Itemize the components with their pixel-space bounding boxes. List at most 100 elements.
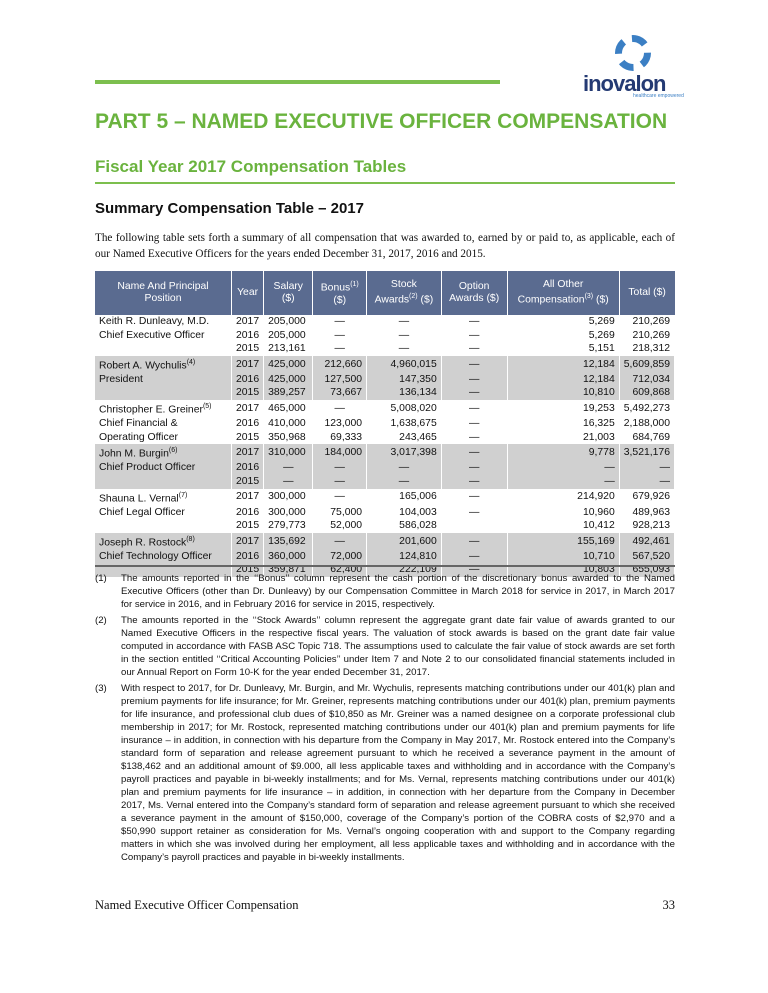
table-cell: 10,412 xyxy=(507,519,620,533)
logo-ring-icon xyxy=(615,35,651,71)
table-cell: — xyxy=(366,315,442,329)
table-cell: 135,692 xyxy=(263,532,314,550)
table-cell: 2017 xyxy=(231,355,265,373)
table-cell: 2016 xyxy=(231,505,265,520)
table-cell: 586,028 xyxy=(366,519,442,533)
table-cell: 389,257 xyxy=(263,386,314,401)
table-cell: 12,184 xyxy=(507,372,620,387)
table-cell: 210,269 xyxy=(619,315,676,329)
table-cell: 19,253 xyxy=(507,400,620,418)
column-header: Total ($) xyxy=(619,271,675,315)
table-cell: 201,600 xyxy=(366,532,442,550)
table-cell: 2017 xyxy=(231,315,265,329)
table-cell: — xyxy=(619,474,676,489)
table-cell: 2015 xyxy=(231,386,265,401)
table-cell: — xyxy=(441,549,508,564)
table-cell xyxy=(95,519,232,533)
page-title: PART 5 – NAMED EXECUTIVE OFFICER COMPENS… xyxy=(95,110,668,133)
page-number: 33 xyxy=(662,898,676,912)
table-cell: 712,034 xyxy=(619,372,676,387)
table-cell: 928,213 xyxy=(619,519,676,533)
table-cell: — xyxy=(441,488,508,506)
table-cell: 350,968 xyxy=(263,430,314,445)
table-cell: 16,325 xyxy=(507,417,620,431)
table-row: 2015— — — — — — xyxy=(95,474,676,489)
footnote: (1) The amounts reported in the ‘‘Bonus’’… xyxy=(95,572,675,611)
table-cell: 10,810 xyxy=(507,386,620,401)
table-cell: 10,960 xyxy=(507,505,620,520)
table-cell: 3,521,176 xyxy=(619,444,676,462)
table-cell: 213,161 xyxy=(263,342,314,356)
table-cell: 69,333 xyxy=(312,430,368,445)
table-cell: Chief Technology Officer xyxy=(95,549,232,564)
table-cell: Keith R. Dunleavy, M.D. xyxy=(95,315,232,329)
table-cell: 5,008,020 xyxy=(366,400,442,418)
table-cell: 184,000 xyxy=(312,444,368,462)
table-cell xyxy=(95,474,232,489)
table-cell: 5,269 xyxy=(507,328,620,343)
table-cell: 465,000 xyxy=(263,400,314,418)
column-header: Year xyxy=(231,271,265,315)
table-cell: 9,778 xyxy=(507,444,620,462)
table-cell: Chief Product Officer xyxy=(95,461,232,475)
footnote: (3) With respect to 2017, for Dr. Dunleav… xyxy=(95,682,675,864)
table-cell: 214,920 xyxy=(507,488,620,506)
table-cell xyxy=(95,386,232,401)
footnote-text: The amounts reported in the ‘‘Stock Awar… xyxy=(121,615,675,678)
table-cell: 205,000 xyxy=(263,328,314,343)
table-cell: 2017 xyxy=(231,444,265,462)
table-cell: 567,520 xyxy=(619,549,676,564)
inovalon-logo: inovalon healthcare empowered xyxy=(575,35,685,100)
table-cell: Chief Legal Officer xyxy=(95,505,232,520)
table-row: Joseph R. Rostock(8) 2017 135,692—201,600—… xyxy=(95,532,676,550)
table-cell: — xyxy=(441,417,508,431)
column-header: Stock Awards(2) ($) xyxy=(366,271,442,315)
table-cell: 279,773 xyxy=(263,519,314,533)
table-cell: — xyxy=(441,315,508,329)
intro-paragraph: The following table sets forth a summary… xyxy=(95,232,675,260)
column-header: Salary ($) xyxy=(263,271,314,315)
table-cell: — xyxy=(263,474,314,489)
table-cell: 12,184 xyxy=(507,355,620,373)
table-cell: Shauna L. Vernal(7) xyxy=(95,488,232,506)
table-cell: Joseph R. Rostock(8) xyxy=(95,532,232,550)
table-cell: — xyxy=(441,532,508,550)
table-cell: 21,003 xyxy=(507,430,620,445)
table-cell: 2017 xyxy=(231,400,265,418)
table-cell: 205,000 xyxy=(263,315,314,329)
table-cell: 218,312 xyxy=(619,342,676,356)
table-cell: 5,609,859 xyxy=(619,355,676,373)
table-cell: — xyxy=(441,461,508,475)
table-cell: — xyxy=(441,505,508,520)
table-cell: 1,638,675 xyxy=(366,417,442,431)
table-cell: — xyxy=(619,461,676,475)
table-row: John M. Burgin(6) 2017 310,000 184,000 3,017… xyxy=(95,444,676,462)
table-cell: — xyxy=(441,342,508,356)
table-cell: 489,963 xyxy=(619,505,676,520)
table-cell: — xyxy=(312,400,368,418)
table-cell: — xyxy=(441,474,508,489)
table-cell: — xyxy=(441,444,508,462)
table-cell: — xyxy=(366,461,442,475)
logo-wordmark: inovalon xyxy=(583,71,666,96)
table-cell: — xyxy=(441,386,508,401)
table-cell: 210,269 xyxy=(619,328,676,343)
table-cell: 136,134 xyxy=(366,386,442,401)
table-cell: 2016 xyxy=(231,417,265,431)
table-cell: — xyxy=(312,461,368,475)
table-cell: — xyxy=(312,328,368,343)
table-cell: — xyxy=(507,461,620,475)
table-cell: — xyxy=(312,488,368,506)
table-cell xyxy=(95,342,232,356)
table-cell: Christopher E. Greiner(5) xyxy=(95,400,232,418)
table-cell: 10,710 xyxy=(507,549,620,564)
table-cell: — xyxy=(366,474,442,489)
table-cell: 2017 xyxy=(231,532,265,550)
table-cell: Operating Officer xyxy=(95,430,232,445)
table-cell: President xyxy=(95,372,232,387)
table-cell: 360,000 xyxy=(263,549,314,564)
table-row: Chief Legal Officer 2016 300,000 75,000 104,… xyxy=(95,505,676,520)
table-cell: 123,000 xyxy=(312,417,368,431)
table-cell: 155,169 xyxy=(507,532,620,550)
table-row: 2015 389,257 73,667 136,134—10,810 609,868 xyxy=(95,386,676,401)
